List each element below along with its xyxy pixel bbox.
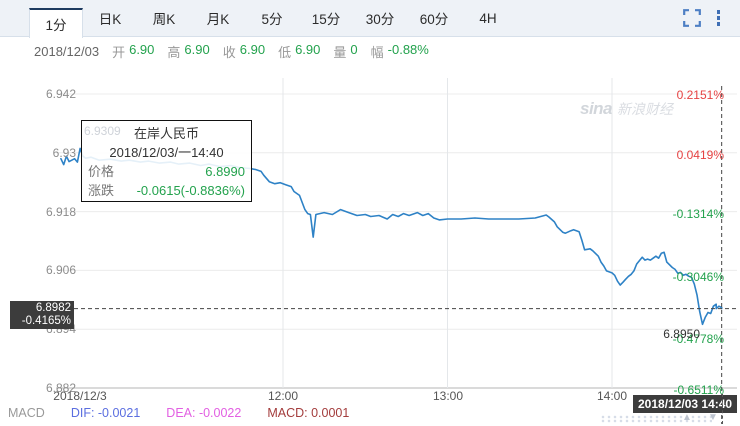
y-axis-right-label: -0.4778%: [672, 332, 724, 346]
tab-5分[interactable]: 5分: [261, 12, 283, 27]
info-field-label: 开: [112, 44, 126, 60]
info-field-value: 6.90: [129, 41, 155, 57]
high-price-label: 6.9309: [84, 124, 121, 138]
cursor-time-badge: 2018/12/03 14:40: [633, 395, 738, 413]
tooltip-title: 在岸人民币: [133, 126, 199, 141]
tab-30分[interactable]: 30分: [365, 12, 395, 27]
info-field-label: 高: [167, 44, 181, 60]
macd-indicator-bar[interactable]: MACD DIF: -0.0021 DEA: -0.0022 MACD: 0.000…: [8, 406, 349, 420]
info-field-label: 低: [278, 44, 292, 60]
price-tooltip: 在岸人民币 2018/12/03/一14:40 价格 6.8990 涨跌 -0.…: [81, 120, 252, 202]
y-axis-left-label: 6.942: [45, 87, 76, 101]
crosshair-vertical-extension: [722, 394, 723, 424]
info-field-value: 0: [350, 41, 358, 57]
info-field-label: 幅: [370, 44, 384, 60]
tooltip-change-label: 涨跌: [88, 183, 115, 198]
macd-item-DIF: DIF: -0.0021: [70, 406, 141, 420]
tooltip-price-value: 6.8990: [205, 164, 245, 179]
sina-logo: sina: [580, 99, 613, 118]
tab-4H[interactable]: 4H: [479, 10, 497, 26]
y-axis-left-label: 6.882: [45, 381, 76, 395]
sina-watermark: sina 新浪财经: [580, 99, 673, 119]
info-field-收: 收 6.90: [223, 42, 265, 61]
macd-item-MACD: MACD: 0.0001: [267, 406, 350, 420]
low-price-label: 6.8950: [663, 327, 700, 341]
fullscreen-icon[interactable]: [682, 9, 701, 27]
info-date: 2018/12/03: [34, 43, 100, 59]
y-axis-left-label: 6.906: [45, 263, 76, 278]
macd-name: MACD: [8, 406, 45, 420]
tab-月K[interactable]: 月K: [206, 12, 230, 27]
current-change: -0.4165%: [21, 315, 71, 327]
scroll-up-icon[interactable]: ▲: [682, 412, 692, 423]
more-menu-icon[interactable]: [715, 9, 723, 27]
tab-60分[interactable]: 60分: [419, 12, 449, 27]
x-axis-label: 13:00: [432, 389, 464, 403]
y-axis-left-label: 6.93: [52, 145, 76, 160]
x-axis-label: 12:00: [267, 389, 299, 403]
tab-周K[interactable]: 周K: [152, 12, 176, 27]
info-field-幅: 幅 -0.88%: [371, 42, 429, 61]
scroll-down-icon[interactable]: ▼: [708, 412, 718, 423]
y-axis-right-label: 0.2151%: [676, 88, 724, 102]
info-field-value: 6.90: [239, 41, 266, 57]
tooltip-datetime: 2018/12/03/一14:40: [109, 145, 224, 160]
x-axis-label: 2018/12/3: [53, 389, 107, 403]
current-price: 6.8982: [35, 302, 71, 314]
tooltip-price-label: 价格: [88, 164, 115, 179]
current-price-badge: 6.8982 -0.4165%: [10, 301, 74, 329]
y-axis-right-label: -0.3046%: [672, 270, 724, 284]
y-axis-right-label: -0.1314%: [672, 207, 724, 221]
info-field-低: 低 6.90: [278, 42, 320, 61]
info-field-value: -0.88%: [387, 41, 429, 57]
y-axis-right-label: -0.6511%: [673, 383, 724, 397]
y-axis-left-label: 6.918: [45, 204, 76, 219]
y-axis-right-label: 0.0419%: [676, 148, 724, 162]
info-field-value: 6.90: [184, 41, 210, 57]
macd-item-DEA: DEA: -0.0022: [166, 406, 242, 420]
tab-15分[interactable]: 15分: [311, 12, 341, 27]
tab-1分[interactable]: 1分: [29, 8, 83, 38]
tooltip-change-row: 涨跌 -0.0615(-0.8836%): [88, 181, 245, 200]
info-field-label: 量: [333, 44, 347, 60]
macd-histogram-preview: [600, 415, 712, 423]
tooltip-price-row: 价格 6.8990: [88, 162, 245, 181]
info-field-label: 收: [222, 44, 236, 60]
info-field-高: 高 6.90: [167, 42, 209, 61]
info-field-开: 开 6.90: [112, 42, 154, 61]
x-axis-label: 14:00: [596, 389, 628, 403]
ohlc-info-bar: 2018/12/03 开 6.90 高 6.90 收 6.90 低 6.90 量 0 幅 -0.88%: [0, 38, 740, 64]
info-field-value: 6.90: [295, 41, 321, 57]
tooltip-change-value: -0.0615(-0.8836%): [136, 183, 245, 198]
period-tab-bar: 1分 日K 周K 月K 5分 15分 30分 60分 4H: [0, 0, 740, 38]
tab-日K[interactable]: 日K: [98, 12, 122, 27]
sina-watermark-text: 新浪财经: [617, 101, 674, 117]
